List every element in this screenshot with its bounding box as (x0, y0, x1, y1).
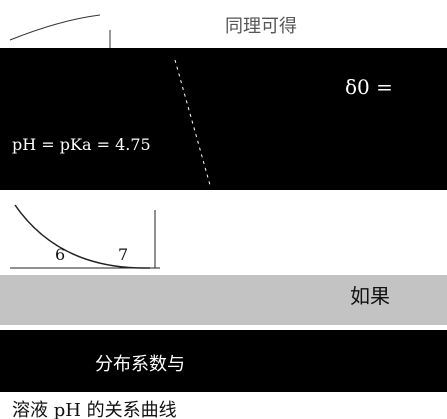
decor (0, 0, 447, 419)
page: 同理可得 δ0 = pH = pKa = 4.75 6 7 如果 分布系数与 溶… (0, 0, 447, 419)
tick-label: 7 (118, 245, 128, 264)
curve-fragment (10, 15, 100, 40)
dark-band (0, 330, 447, 392)
header-text: 同理可得 (225, 12, 297, 38)
distribution-curve (15, 205, 150, 268)
body-text: 如果 (350, 280, 390, 309)
dark-band (0, 48, 447, 190)
body-text: 分布系数与 (95, 350, 185, 376)
formula: δ0 = (345, 75, 393, 99)
formula: pH = pKa = 4.75 (12, 135, 151, 154)
tick-label: 6 (55, 245, 65, 264)
body-text: 溶液 pH 的关系曲线 (12, 396, 177, 419)
